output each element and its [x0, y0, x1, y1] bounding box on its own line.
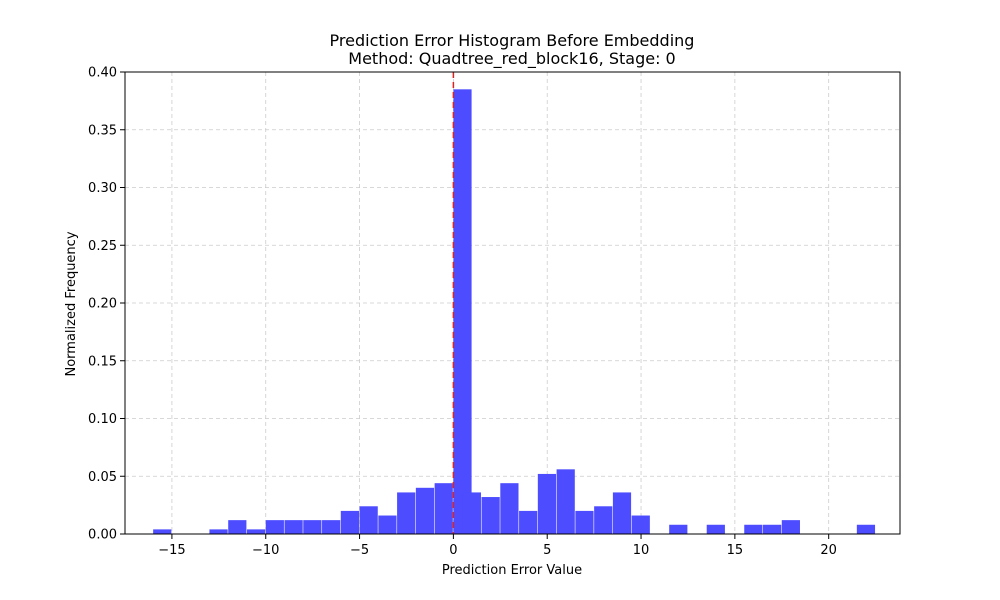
histogram-bar	[537, 473, 557, 534]
y-axis-ticks: 0.00 0.05 0.10 0.15 0.20 0.25 0.30 0.35 0.40	[88, 66, 125, 543]
x-axis-ticks: −15 −10 −5 0 5 10 15 20	[158, 534, 837, 558]
histogram-bar	[378, 515, 397, 534]
y-tick-label: 0.40	[88, 66, 117, 81]
histogram-bar	[669, 524, 688, 534]
histogram-bar	[706, 524, 725, 534]
y-tick-label: 0.05	[88, 470, 117, 485]
x-tick-label: −5	[350, 543, 369, 558]
histogram-bar	[462, 492, 481, 534]
x-tick-label: −10	[252, 543, 279, 558]
y-tick-label: 0.25	[88, 239, 117, 254]
histogram-bar	[556, 469, 575, 534]
y-tick-label: 0.10	[88, 412, 117, 427]
bars	[153, 89, 876, 534]
x-tick-label: −15	[158, 543, 185, 558]
y-tick-label: 0.30	[88, 181, 117, 196]
histogram-bar	[500, 483, 519, 534]
x-tick-label: 10	[633, 543, 650, 558]
x-tick-label: 5	[543, 543, 551, 558]
histogram-bar	[594, 506, 613, 534]
histogram-bar	[856, 524, 876, 534]
histogram-bar	[575, 510, 594, 534]
histogram-bar	[322, 520, 341, 534]
histogram-bar	[481, 497, 500, 534]
y-tick-label: 0.15	[88, 354, 117, 369]
histogram-bar	[153, 529, 172, 534]
histogram-bar	[612, 492, 632, 534]
y-tick-label: 0.35	[88, 123, 117, 138]
histogram-bar	[359, 506, 378, 534]
histogram-bar	[781, 520, 800, 534]
histogram-bar	[340, 510, 360, 534]
x-tick-label: 20	[820, 543, 837, 558]
histogram-bar	[284, 520, 303, 534]
histogram-bar	[415, 487, 435, 534]
histogram-bar	[246, 529, 266, 534]
chart-subtitle: Method: Quadtree_red_block16, Stage: 0	[348, 49, 675, 69]
x-axis-label: Prediction Error Value	[442, 563, 582, 578]
histogram-bar	[265, 520, 284, 534]
y-axis-label: Normalized Frequency	[64, 231, 79, 376]
histogram-bar	[763, 524, 782, 534]
histogram-bar	[228, 520, 247, 534]
histogram-bar	[453, 89, 472, 534]
histogram-bar	[209, 529, 228, 534]
chart-title: Prediction Error Histogram Before Embedd…	[330, 31, 695, 50]
histogram-bar	[631, 515, 650, 534]
x-tick-label: 15	[727, 543, 744, 558]
histogram-bar	[519, 510, 538, 534]
y-tick-label: 0.20	[88, 297, 117, 312]
histogram-bar	[744, 524, 763, 534]
y-tick-label: 0.00	[88, 528, 117, 543]
histogram-bar	[397, 492, 416, 534]
histogram-bar	[303, 520, 322, 534]
histogram-bar	[434, 483, 453, 534]
x-tick-label: 0	[449, 543, 457, 558]
